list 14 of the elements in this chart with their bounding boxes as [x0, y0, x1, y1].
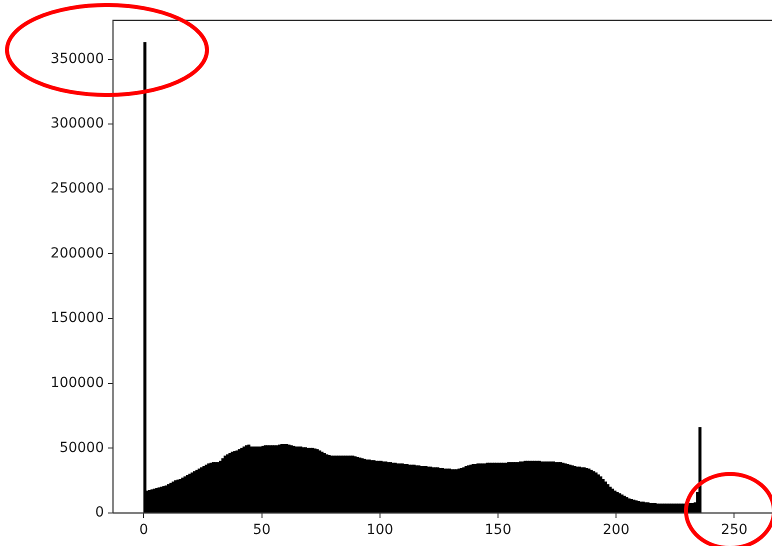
y-tick-label: 0	[95, 504, 104, 521]
x-tick-label: 50	[252, 522, 271, 538]
x-tick-label: 200	[602, 522, 630, 538]
x-tick-label: 100	[366, 522, 394, 538]
y-tick-label: 300000	[50, 116, 104, 132]
y-tick-label: 50000	[59, 440, 104, 456]
x-tick-label: 0	[139, 522, 148, 538]
y-tick-label: 250000	[50, 180, 104, 197]
y-tick-label: 350000	[50, 50, 104, 67]
y-tick-label: 100000	[50, 375, 104, 392]
y-tick-label: 200000	[50, 245, 104, 262]
y-tick-label: 150000	[50, 310, 104, 326]
x-tick-label: 150	[484, 522, 512, 538]
x-tick-label: 250	[720, 522, 748, 538]
